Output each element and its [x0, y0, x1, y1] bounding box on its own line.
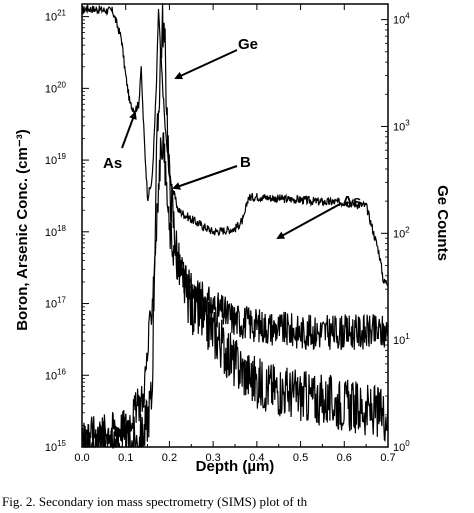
y-left-tick-label: 1019: [45, 152, 67, 167]
y-right-tick-label: 101: [393, 332, 410, 347]
x-tick-label: 0.1: [118, 452, 133, 464]
series-line-b-2: [81, 131, 389, 448]
y-left-tick-label: 1015: [45, 439, 67, 454]
x-axis-label: Depth (µm): [196, 458, 275, 475]
arrow-as-left: [121, 111, 137, 149]
series-line-as: [81, 4, 389, 287]
arrow-as-right: [276, 203, 341, 239]
y-left-tick-label: 1018: [45, 224, 67, 239]
y-left-tick-label: 1016: [45, 367, 67, 382]
series-line-ge-1: [82, 3, 389, 450]
x-tick-label: 0.3: [205, 452, 220, 464]
x-tick-label: 0.2: [162, 452, 177, 464]
figure-caption: Fig. 2. Secondary ion mass spectrometry …: [2, 494, 308, 509]
y-right-tick-label: 102: [393, 225, 410, 240]
y-right-tick-label: 103: [393, 118, 410, 133]
arrow-b: [172, 165, 238, 190]
annotation-ge: Ge: [238, 36, 258, 53]
y-left-tick-label: 1020: [45, 80, 67, 95]
x-tick-label: 0.0: [74, 452, 89, 464]
ticks-layer: 0.0 0.1 0.2 0.3 0.4 0.5 0.6 0.7 1015 1016 1017 1018…: [45, 4, 410, 464]
annotation-as-left: As: [103, 155, 122, 172]
arrow-ge: [174, 49, 238, 80]
y-right-tick-label: 104: [393, 12, 410, 27]
plot-frame: [81, 3, 389, 448]
x-tick-label: 0.4: [249, 452, 264, 464]
x-tick-label: 0.6: [337, 452, 352, 464]
annotation-b: B: [240, 154, 251, 171]
x-tick-label: 0.5: [293, 452, 308, 464]
y-left-axis-label: Boron, Arsenic Conc. (cm⁻³): [14, 129, 31, 331]
annotation-as-right: As: [342, 193, 361, 210]
y-right-tick-label: 100: [393, 439, 410, 454]
y-left-tick-label: 1021: [45, 9, 67, 24]
y-right-axis-label: Ge Counts: [434, 185, 451, 261]
series-layer: [81, 3, 389, 450]
x-tick-label: 0.7: [380, 452, 395, 464]
y-left-tick-label: 1017: [45, 296, 67, 311]
